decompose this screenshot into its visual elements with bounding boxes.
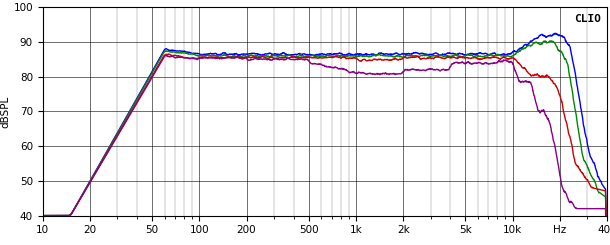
Text: CLIO: CLIO (574, 13, 601, 24)
Y-axis label: dBSPL: dBSPL (1, 95, 10, 128)
